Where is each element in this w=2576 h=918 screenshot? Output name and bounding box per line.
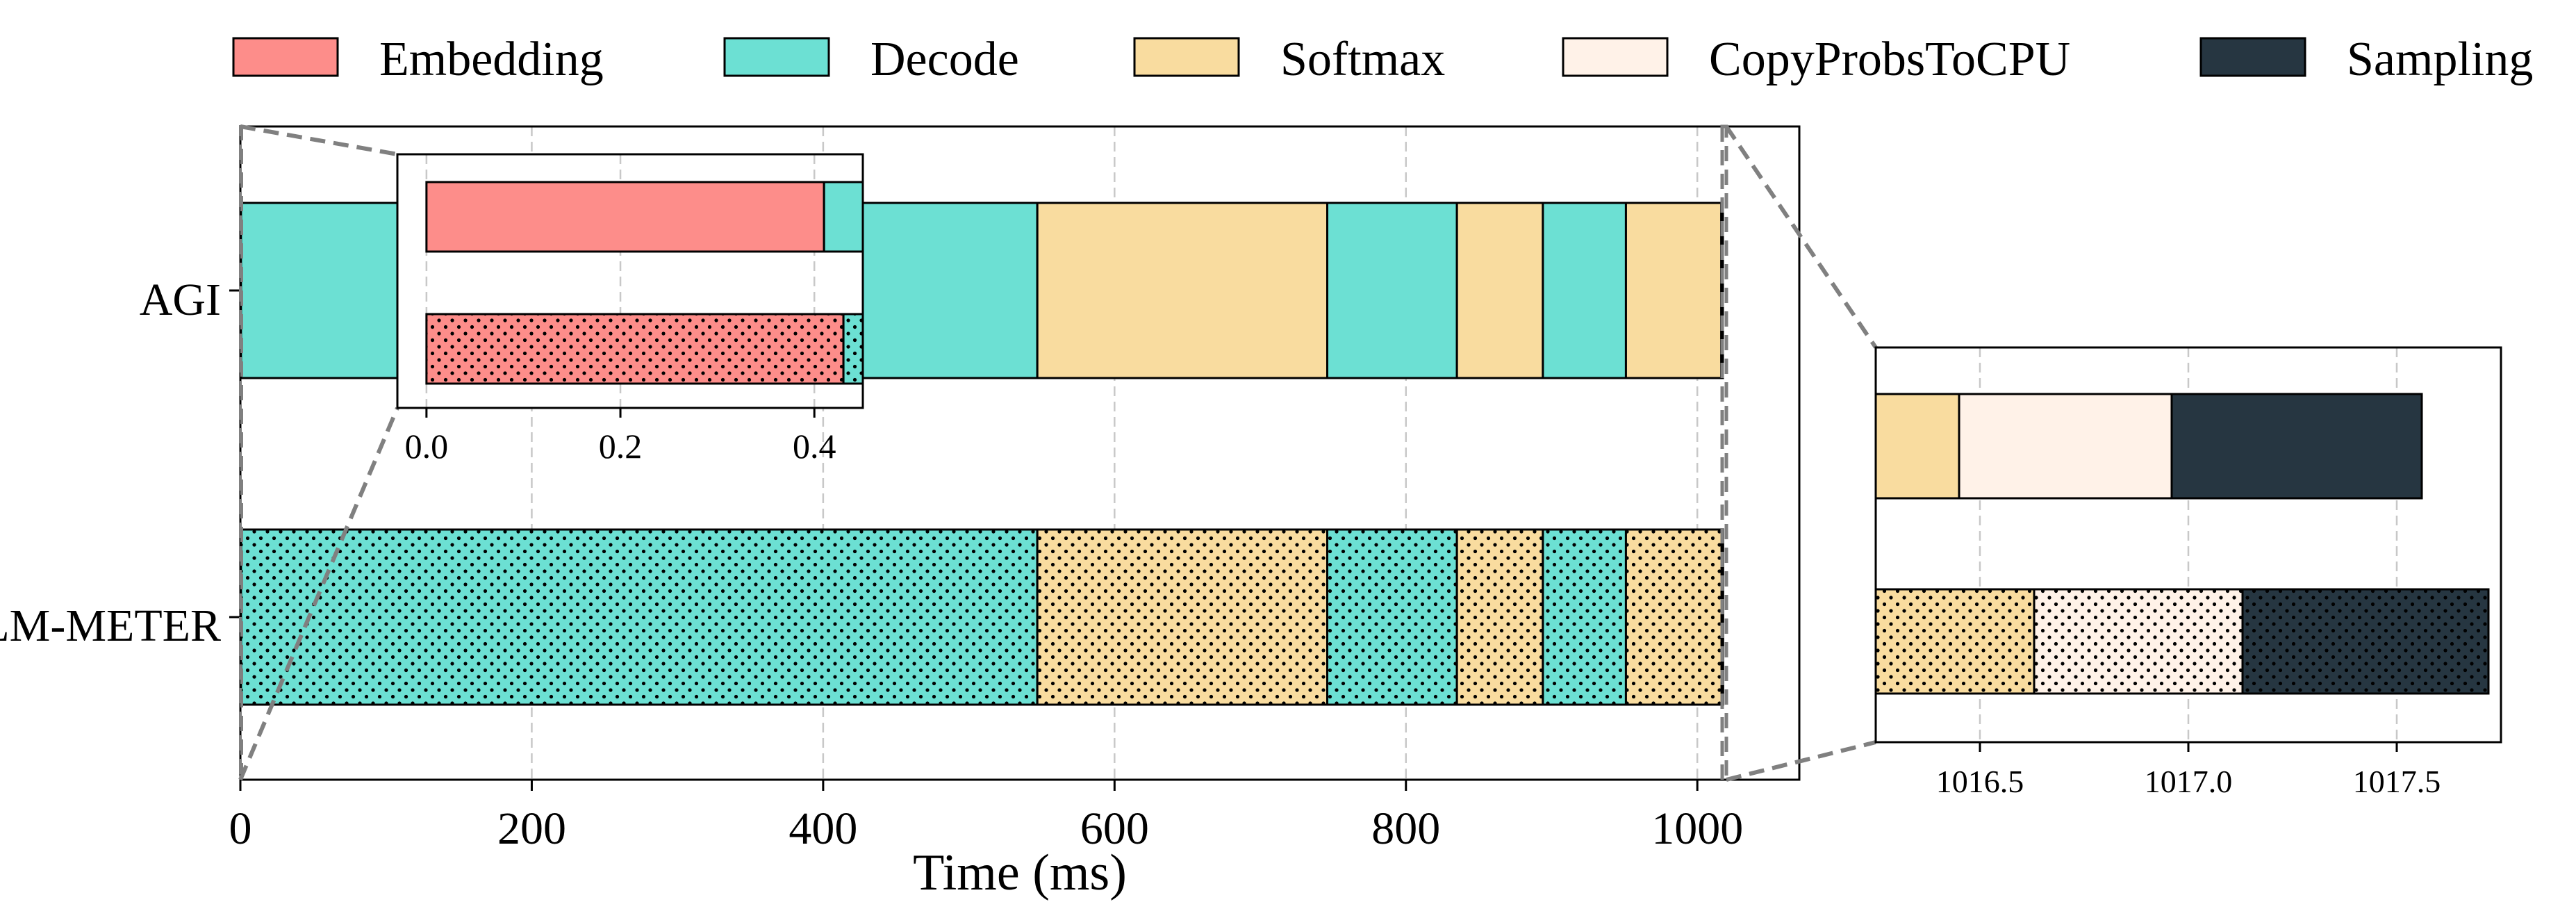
- bar-agi-decode: [1326, 202, 1458, 379]
- connector-left-bottom: [238, 407, 399, 781]
- connector-right-bottom: [1726, 740, 1876, 782]
- inset-right-xtick-label: 1016.5: [1936, 764, 2024, 799]
- bar-hatch-decode: [240, 530, 1038, 705]
- bar-hatch-softmax: [1037, 530, 1328, 705]
- ylabel-agi: AGI: [140, 274, 221, 325]
- inset-left-bar-hatch-decode: [843, 314, 863, 384]
- inset-right-bar-sampling: [2170, 393, 2423, 500]
- inset-left-bar-hatch-embedding: [426, 314, 844, 384]
- bar-agi-softmax: [1036, 202, 1329, 379]
- legend-swatch-decode: [723, 37, 830, 77]
- main-xtick-label: 0: [229, 803, 252, 854]
- inset-right-bar-hatch-sampling: [2243, 589, 2488, 694]
- main-xtick-label: 600: [1080, 803, 1149, 854]
- main-xtick-label: 1000: [1651, 803, 1743, 854]
- inset-left-xtick-label: 0.4: [793, 427, 836, 466]
- legend-label-embedding: Embedding: [379, 33, 604, 86]
- ylabel-lm-meter: LM-METER: [0, 600, 221, 651]
- legend-label-softmax: Softmax: [1280, 33, 1445, 86]
- inset-left-frame: [396, 153, 864, 409]
- connector-left-top: [240, 124, 398, 156]
- legend-swatch-softmax: [1133, 37, 1240, 77]
- legend-swatch-embedding: [232, 37, 339, 77]
- inset-right-bar-hatch-softmax: [1876, 589, 2034, 694]
- legend-label-decode: Decode: [870, 33, 1019, 86]
- inset-right-bars: [1876, 393, 2490, 695]
- inset-left-xtick-label: 0.2: [599, 427, 643, 466]
- bar-hatch-softmax: [1457, 530, 1543, 705]
- inset-left-bar-decode: [823, 181, 863, 253]
- main-xtick-label: 200: [497, 803, 566, 854]
- main-xtick-label: 800: [1371, 803, 1440, 854]
- legend-swatch-sampling: [2199, 37, 2306, 77]
- inset-left-bars: [425, 181, 863, 385]
- inset-left-axes: 0.0 0.2 0.4: [396, 153, 864, 466]
- inset-right-bar-copyprobstocpu: [1958, 393, 2173, 500]
- bar-agi-decode: [1542, 202, 1627, 379]
- inset-left-bar-embedding: [425, 181, 825, 253]
- legend-label-copyprobstocpu: CopyProbsToCPU: [1709, 33, 2070, 86]
- inset-right-bar-softmax: [1876, 393, 1960, 500]
- inset-right-xtick-label: 1017.5: [2353, 764, 2441, 799]
- connector-right-top: [1724, 125, 1878, 349]
- bar-agi-softmax: [1455, 202, 1544, 379]
- inset-right-axes: 1016.5 1017.0 1017.5: [1874, 346, 2502, 799]
- inset-right-bar-hatch-copyprobstocpu: [2034, 589, 2243, 694]
- main-xtick-label: 400: [789, 803, 857, 854]
- main-xlabel: Time (ms): [913, 844, 1127, 901]
- bar-hatch-sampling: [1722, 530, 1724, 705]
- legend: Embedding Decode Softmax CopyProbsToCPU Samp…: [232, 33, 2533, 86]
- zoom-region-left: [239, 125, 243, 781]
- inset-right-xtick-label: 1017.0: [2145, 764, 2233, 799]
- bar-agi-softmax: [1624, 202, 1723, 379]
- bar-hatch-decode: [1327, 530, 1458, 705]
- zoom-connectors: [238, 124, 1878, 782]
- main-axes: 0 200 400 600 800 1000 Time (ms) AGI LM-METER: [0, 125, 1801, 901]
- legend-label-sampling: Sampling: [2347, 33, 2533, 86]
- legend-swatch-copyprobstocpu: [1562, 37, 1669, 77]
- bar-hatch-softmax: [1626, 530, 1722, 705]
- inset-left-xtick-label: 0.0: [405, 427, 449, 466]
- main-bars: [240, 202, 1724, 706]
- zoom-region-right: [1720, 124, 1728, 782]
- bar-hatch-decode: [1542, 530, 1626, 705]
